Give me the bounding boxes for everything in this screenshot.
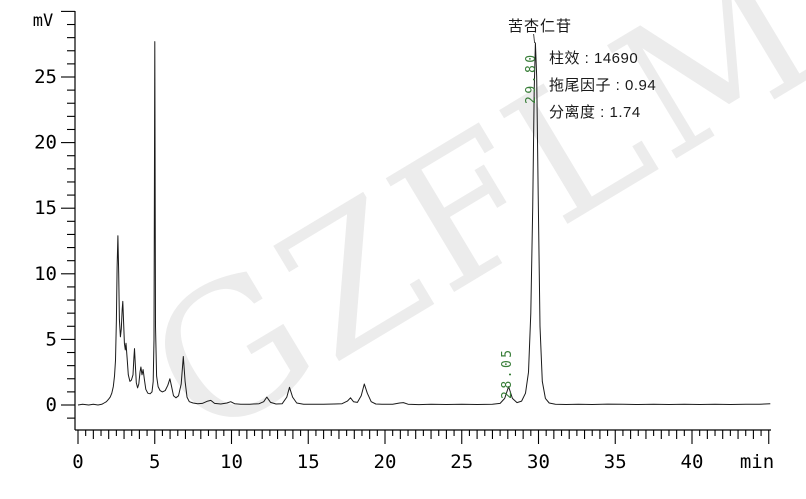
y-tick-label: 15 [34,197,57,219]
retention-time-label: 29.80 [524,52,539,104]
peak-name-label: 苦杏仁苷 [508,18,573,35]
x-axis-unit-label: min [740,451,774,473]
y-axis-unit-label: mV [33,11,53,31]
x-tick-label: 5 [149,451,160,473]
x-tick-label: 15 [297,451,320,473]
y-tick-label: 25 [34,66,57,88]
y-tick-label: 20 [34,132,57,154]
retention-time-label: 28.05 [500,347,515,399]
stat-column-efficiency: 柱效 : 14690 [549,50,639,67]
x-tick-label: 40 [681,451,704,473]
x-tick-label: 25 [450,451,473,473]
x-tick-label: 35 [604,451,627,473]
peak-stats-block: 柱效 : 14690 拖尾因子 : 0.94 分离度 : 1.74 [549,45,656,126]
x-tick-label: 10 [220,451,243,473]
peak-name-leader-line [533,33,536,44]
y-tick-label: 0 [46,394,57,416]
y-tick-label: 5 [46,328,57,350]
chromatogram-trace [77,41,771,406]
stat-tailing-factor: 拖尾因子 : 0.94 [549,77,657,94]
y-tick-label: 10 [34,263,57,285]
x-tick-label: 20 [374,451,397,473]
x-tick-label: 0 [72,451,83,473]
stat-resolution: 分离度 : 1.74 [549,104,641,121]
x-tick-label: 30 [527,451,550,473]
